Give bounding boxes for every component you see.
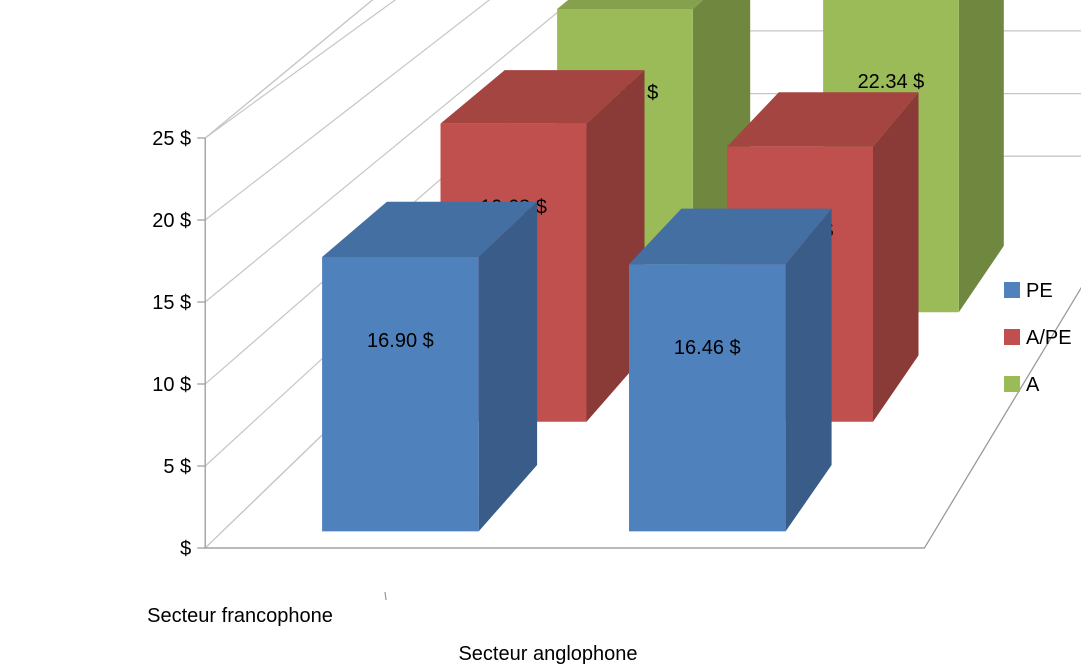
y-tick-label: 25 $ [152, 128, 191, 150]
y-tick-label: 15 $ [152, 292, 191, 314]
bar-side-face [478, 201, 538, 532]
data-label: 22.34 $ [858, 71, 925, 93]
bar-top-face [440, 70, 645, 124]
bar-side-face [873, 92, 919, 422]
category-label: Secteur anglophone [458, 643, 637, 665]
legend-swatch [1004, 282, 1020, 298]
gridline [204, 0, 491, 221]
category-tick [384, 591, 387, 601]
bar-front-face [629, 264, 786, 532]
bar-front-face [322, 257, 479, 532]
data-label: 16.90 $ [367, 330, 434, 352]
bar-pe-2: 16.46 $ [629, 208, 832, 532]
legend-label: A/PE [1026, 327, 1072, 349]
gridline [204, 0, 574, 303]
legend-label: A [1026, 374, 1040, 396]
bar-pe-1: 16.90 $ [322, 201, 538, 532]
data-label: 16.46 $ [674, 337, 741, 359]
bar-top-face [726, 92, 919, 147]
bar-side-face [958, 0, 1004, 313]
bar-top-face [322, 201, 538, 257]
bar-side-face [785, 208, 832, 532]
y-tick-label: 10 $ [152, 374, 191, 396]
wall-top-edge [204, 0, 374, 139]
legend-swatch [1004, 376, 1020, 392]
floor-front-edge [205, 286, 1081, 549]
y-tick-label: $ [180, 538, 191, 560]
gridline [204, 0, 397, 139]
bar-top-face [629, 208, 832, 265]
legend-label: PE [1026, 280, 1053, 302]
y-tick-label: 5 $ [163, 456, 191, 478]
category-label: Secteur francophone [147, 605, 333, 627]
legend-swatch [1004, 329, 1020, 345]
bar-top-face [557, 0, 703, 9]
y-tick-label: 20 $ [152, 210, 191, 232]
